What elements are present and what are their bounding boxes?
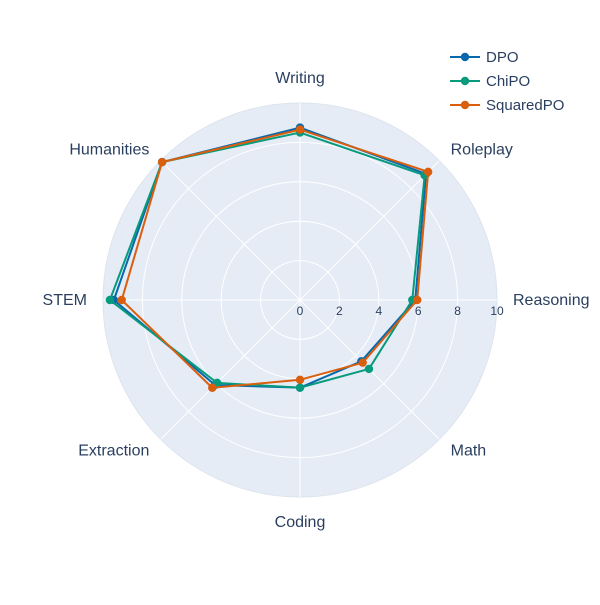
axis-label-reasoning: Reasoning: [513, 292, 590, 309]
legend-item-chipo[interactable]: ChiPO: [450, 73, 530, 90]
legend-item-dpo[interactable]: DPO: [450, 49, 519, 66]
angular-gridline: [299, 160, 440, 301]
data-point-chipo-stem: [105, 295, 115, 305]
legend-label: ChiPO: [486, 73, 530, 90]
radial-tick-label: 6: [415, 304, 422, 318]
series-squaredpo: [117, 125, 433, 392]
legend-label: DPO: [486, 49, 519, 66]
radial-ticks: 0 2 4 6 8 10: [297, 304, 504, 318]
angular-axis-labels: Writing Roleplay Reasoning Math Coding Extrac…: [43, 70, 590, 531]
data-point-squaredpo-reasoning: [413, 295, 422, 305]
radial-tick-label: 8: [454, 304, 461, 318]
polar-grid: [102, 102, 498, 498]
radial-tick-label: 10: [490, 304, 504, 318]
axis-label-coding: Coding: [275, 514, 326, 531]
data-point-squaredpo-stem: [117, 295, 126, 305]
legend-marker: [460, 76, 470, 86]
radial-tick-label: 0: [297, 304, 304, 318]
angular-gridline: [160, 299, 301, 440]
data-point-squaredpo-extraction: [208, 383, 217, 392]
data-point-squaredpo-roleplay: [423, 167, 433, 177]
data-point-chipo-math: [364, 364, 374, 374]
legend-marker: [460, 52, 470, 62]
axis-label-writing: Writing: [275, 70, 325, 87]
series-layer: [105, 123, 433, 392]
axis-label-math: Math: [451, 443, 487, 460]
axis-label-extraction: Extraction: [78, 443, 149, 460]
legend-item-squaredpo[interactable]: SquaredPO: [450, 97, 564, 114]
legend-label: SquaredPO: [486, 97, 564, 114]
angular-gridline: [160, 160, 301, 301]
axis-label-stem: STEM: [43, 292, 87, 309]
data-point-chipo-coding: [295, 383, 305, 392]
axis-label-roleplay: Roleplay: [451, 141, 513, 158]
data-point-squaredpo-writing: [295, 125, 305, 134]
data-point-squaredpo-math: [358, 358, 367, 367]
axis-label-humanities: Humanities: [69, 141, 149, 158]
legend: DPO ChiPO SquaredPO: [450, 49, 564, 114]
data-point-squaredpo-humanities: [157, 157, 167, 167]
radial-tick-label: 4: [375, 304, 382, 318]
legend-marker: [460, 100, 470, 110]
data-point-squaredpo-coding: [295, 375, 305, 384]
radial-tick-label: 2: [336, 304, 343, 318]
